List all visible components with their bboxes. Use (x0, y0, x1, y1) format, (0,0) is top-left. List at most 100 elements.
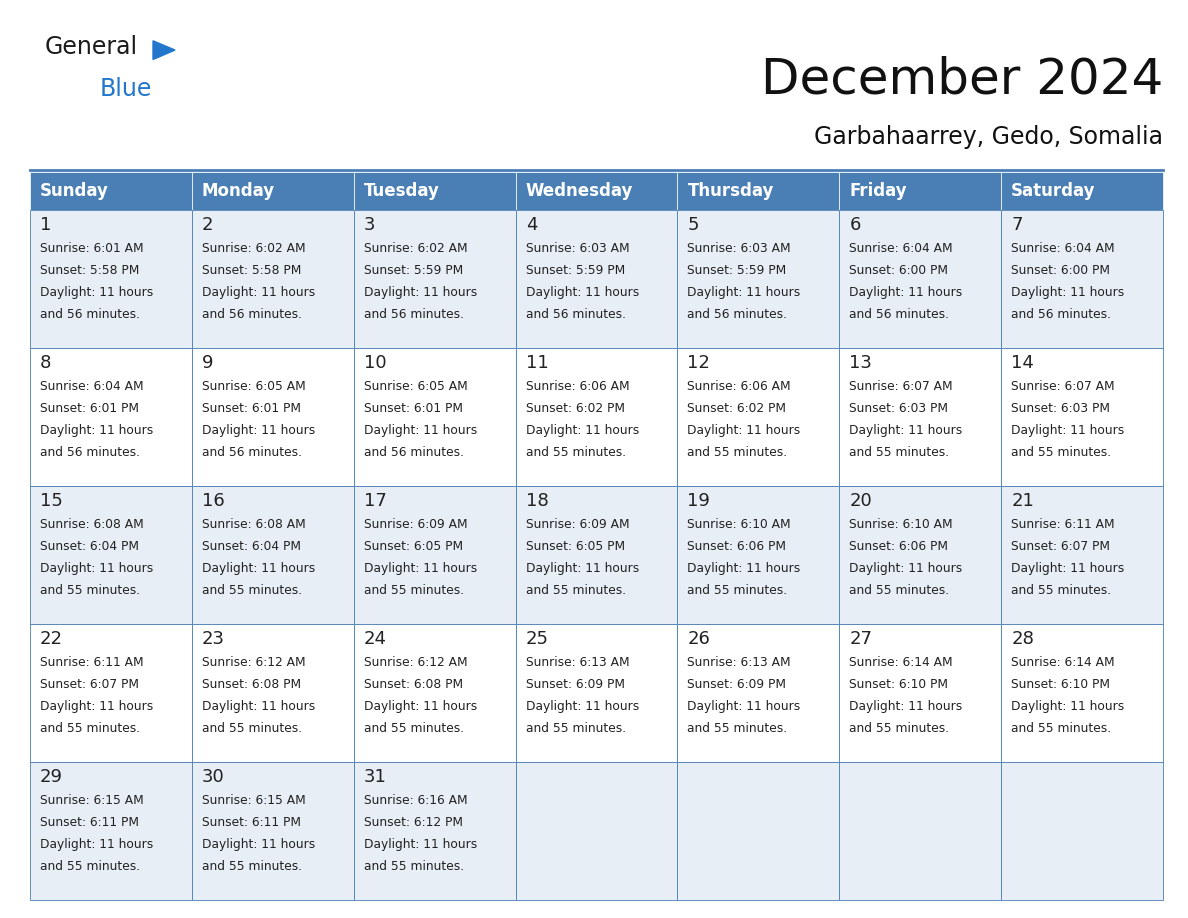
Text: and 55 minutes.: and 55 minutes. (1011, 446, 1111, 459)
Text: 31: 31 (364, 768, 386, 786)
Text: Sunset: 6:03 PM: Sunset: 6:03 PM (849, 402, 948, 415)
Text: and 55 minutes.: and 55 minutes. (688, 722, 788, 735)
Text: Wednesday: Wednesday (525, 182, 633, 200)
Text: Daylight: 11 hours: Daylight: 11 hours (364, 424, 476, 437)
Text: 23: 23 (202, 630, 225, 648)
Text: and 55 minutes.: and 55 minutes. (525, 722, 626, 735)
Text: and 55 minutes.: and 55 minutes. (364, 860, 463, 873)
Bar (516, 210, 677, 348)
Text: and 55 minutes.: and 55 minutes. (364, 722, 463, 735)
Text: Sunset: 6:08 PM: Sunset: 6:08 PM (202, 677, 301, 691)
Text: Daylight: 11 hours: Daylight: 11 hours (1011, 562, 1124, 575)
Text: Daylight: 11 hours: Daylight: 11 hours (40, 700, 153, 713)
Text: Daylight: 11 hours: Daylight: 11 hours (688, 424, 801, 437)
Text: Sunrise: 6:06 AM: Sunrise: 6:06 AM (525, 380, 630, 393)
Text: and 55 minutes.: and 55 minutes. (40, 585, 140, 598)
Text: Sunset: 6:07 PM: Sunset: 6:07 PM (40, 677, 139, 691)
Text: 2: 2 (202, 216, 214, 234)
Text: and 55 minutes.: and 55 minutes. (688, 585, 788, 598)
Text: Sunset: 6:09 PM: Sunset: 6:09 PM (688, 677, 786, 691)
Bar (30, 172, 191, 210)
Text: 22: 22 (40, 630, 63, 648)
Text: Friday: Friday (849, 182, 906, 200)
Bar (30, 762, 191, 900)
Bar (677, 762, 839, 900)
Text: and 55 minutes.: and 55 minutes. (40, 860, 140, 873)
Bar (1001, 210, 1163, 348)
Text: and 55 minutes.: and 55 minutes. (202, 722, 302, 735)
Text: Sunrise: 6:07 AM: Sunrise: 6:07 AM (1011, 380, 1114, 393)
Text: and 56 minutes.: and 56 minutes. (202, 308, 302, 321)
Text: Sunset: 5:59 PM: Sunset: 5:59 PM (688, 263, 786, 277)
Text: Sunset: 5:58 PM: Sunset: 5:58 PM (202, 263, 302, 277)
Text: Daylight: 11 hours: Daylight: 11 hours (1011, 424, 1124, 437)
Text: 26: 26 (688, 630, 710, 648)
Text: and 56 minutes.: and 56 minutes. (364, 446, 463, 459)
Text: Daylight: 11 hours: Daylight: 11 hours (525, 700, 639, 713)
Text: Monday: Monday (202, 182, 274, 200)
Bar (191, 172, 354, 210)
Text: 12: 12 (688, 354, 710, 372)
Text: Sunset: 5:59 PM: Sunset: 5:59 PM (364, 263, 463, 277)
Bar (30, 486, 191, 624)
Text: Sunset: 6:10 PM: Sunset: 6:10 PM (1011, 677, 1110, 691)
Text: Sunset: 5:58 PM: Sunset: 5:58 PM (40, 263, 139, 277)
Text: Daylight: 11 hours: Daylight: 11 hours (688, 562, 801, 575)
Text: Sunrise: 6:12 AM: Sunrise: 6:12 AM (364, 655, 467, 668)
Text: Sunrise: 6:05 AM: Sunrise: 6:05 AM (202, 380, 305, 393)
Bar (516, 762, 677, 900)
Text: Daylight: 11 hours: Daylight: 11 hours (688, 700, 801, 713)
Text: Daylight: 11 hours: Daylight: 11 hours (202, 700, 315, 713)
Text: and 56 minutes.: and 56 minutes. (688, 308, 788, 321)
Text: and 56 minutes.: and 56 minutes. (849, 308, 949, 321)
Bar (30, 348, 191, 486)
Text: 21: 21 (1011, 492, 1034, 510)
Text: 18: 18 (525, 492, 549, 510)
Bar (354, 210, 516, 348)
Bar (1001, 762, 1163, 900)
Text: Sunrise: 6:04 AM: Sunrise: 6:04 AM (849, 241, 953, 254)
Text: 14: 14 (1011, 354, 1034, 372)
Text: 1: 1 (40, 216, 51, 234)
Text: 20: 20 (849, 492, 872, 510)
Text: Sunset: 6:12 PM: Sunset: 6:12 PM (364, 816, 462, 829)
Text: 7: 7 (1011, 216, 1023, 234)
Text: Sunset: 6:11 PM: Sunset: 6:11 PM (202, 816, 301, 829)
Text: 8: 8 (40, 354, 51, 372)
Text: Daylight: 11 hours: Daylight: 11 hours (364, 700, 476, 713)
Text: and 55 minutes.: and 55 minutes. (364, 585, 463, 598)
Text: Sunrise: 6:15 AM: Sunrise: 6:15 AM (40, 793, 144, 807)
Text: Sunset: 6:00 PM: Sunset: 6:00 PM (1011, 263, 1110, 277)
Bar (516, 348, 677, 486)
Bar (354, 348, 516, 486)
Text: Sunset: 6:02 PM: Sunset: 6:02 PM (688, 402, 786, 415)
Text: Daylight: 11 hours: Daylight: 11 hours (525, 424, 639, 437)
Text: Sunrise: 6:04 AM: Sunrise: 6:04 AM (40, 380, 144, 393)
Bar (839, 486, 1001, 624)
Text: Sunrise: 6:09 AM: Sunrise: 6:09 AM (364, 518, 467, 531)
Text: Sunrise: 6:03 AM: Sunrise: 6:03 AM (525, 241, 630, 254)
Text: and 55 minutes.: and 55 minutes. (525, 446, 626, 459)
Text: Sunset: 6:01 PM: Sunset: 6:01 PM (202, 402, 301, 415)
Text: and 55 minutes.: and 55 minutes. (849, 446, 949, 459)
Text: Daylight: 11 hours: Daylight: 11 hours (202, 286, 315, 299)
Text: and 55 minutes.: and 55 minutes. (525, 585, 626, 598)
Text: Sunrise: 6:16 AM: Sunrise: 6:16 AM (364, 793, 467, 807)
Text: 6: 6 (849, 216, 860, 234)
Bar (1001, 172, 1163, 210)
Text: Daylight: 11 hours: Daylight: 11 hours (688, 286, 801, 299)
Text: Sunrise: 6:05 AM: Sunrise: 6:05 AM (364, 380, 467, 393)
Text: Sunrise: 6:04 AM: Sunrise: 6:04 AM (1011, 241, 1114, 254)
Text: 11: 11 (525, 354, 549, 372)
Bar (516, 172, 677, 210)
Bar (839, 210, 1001, 348)
Text: Sunrise: 6:12 AM: Sunrise: 6:12 AM (202, 655, 305, 668)
Text: Daylight: 11 hours: Daylight: 11 hours (849, 562, 962, 575)
Text: 4: 4 (525, 216, 537, 234)
Bar (516, 624, 677, 762)
Bar (839, 348, 1001, 486)
Text: and 55 minutes.: and 55 minutes. (202, 860, 302, 873)
Text: Sunrise: 6:02 AM: Sunrise: 6:02 AM (364, 241, 467, 254)
Text: Sunrise: 6:03 AM: Sunrise: 6:03 AM (688, 241, 791, 254)
Text: Sunset: 6:04 PM: Sunset: 6:04 PM (40, 540, 139, 553)
